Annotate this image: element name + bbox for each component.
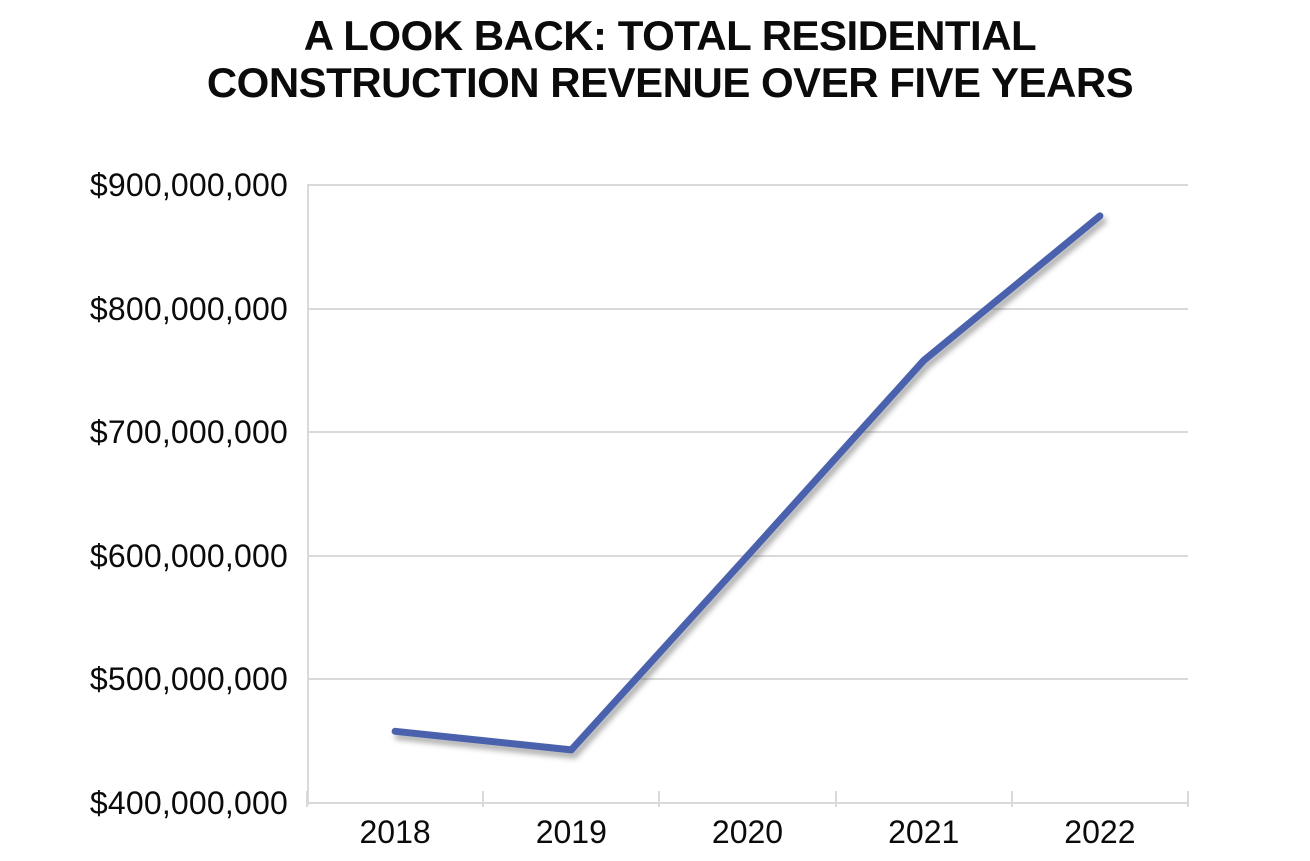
chart-title-line-1: A LOOK BACK: TOTAL RESIDENTIAL — [303, 12, 1037, 59]
y-axis-label: $900,000,000 — [89, 167, 288, 203]
x-axis-label: 2019 — [535, 814, 607, 850]
x-axis-line — [307, 802, 1188, 804]
gridline — [307, 431, 1188, 434]
x-axis-label: 2018 — [359, 814, 431, 850]
x-axis-tick — [1010, 791, 1013, 807]
x-axis-tick — [834, 791, 837, 807]
y-axis-line — [307, 185, 309, 805]
y-axis-label: $500,000,000 — [89, 661, 288, 698]
x-axis-tick — [1187, 791, 1189, 807]
y-axis-label: $600,000,000 — [89, 537, 288, 574]
x-axis-label: 2021 — [888, 814, 960, 850]
x-axis-tick — [658, 791, 661, 807]
y-axis-label: $400,000,000 — [89, 785, 288, 821]
x-axis-label: 2022 — [1064, 814, 1136, 850]
x-axis-tick — [482, 791, 485, 807]
y-axis-label: $700,000,000 — [89, 414, 288, 451]
gridline — [307, 678, 1188, 681]
chart-title: A LOOK BACK: TOTAL RESIDENTIAL CONSTRUCT… — [15, 12, 1310, 106]
x-axis-tick — [306, 791, 308, 807]
gridline — [307, 184, 1188, 186]
chart-title-line-2: CONSTRUCTION REVENUE OVER FIVE YEARS — [206, 59, 1134, 106]
gridline — [307, 554, 1188, 557]
gridline — [307, 307, 1188, 310]
x-axis-label: 2020 — [711, 814, 784, 850]
revenue-line — [391, 212, 1104, 754]
y-axis-label: $800,000,000 — [89, 290, 288, 327]
